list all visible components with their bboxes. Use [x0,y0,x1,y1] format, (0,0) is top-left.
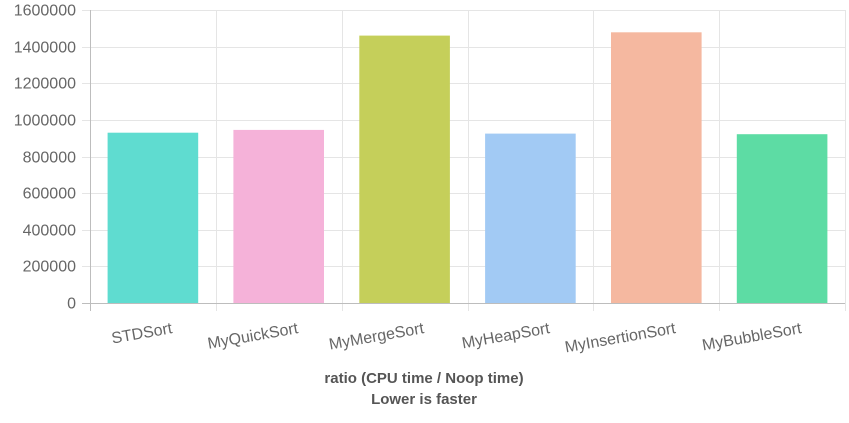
bar-mybubblesort [736,134,828,303]
y-tick-label: 1400000 [14,40,76,57]
y-tick-label: 1000000 [14,113,76,130]
x-axis-subtitle: Lower is faster [371,391,477,408]
grid-lines [82,10,846,311]
y-tick-label: 600000 [23,186,76,203]
y-tick-label: 1200000 [14,76,76,93]
y-tick-label: 0 [67,296,76,313]
x-tick-label: MyBubbleSort [701,320,803,354]
bar-myinsertionsort [611,32,702,304]
x-tick-label: MyQuickSort [206,320,300,353]
x-tick-label: STDSort [110,320,174,347]
x-tick-label: MyInsertionSort [564,320,678,356]
bar-myheapsort [485,133,576,303]
y-tick-label: 1600000 [14,3,76,20]
x-tick-labels: STDSort MyQuickSort MyMergeSort MyHeapSort M… [110,320,803,356]
axes [90,10,845,304]
bar-myquicksort [233,129,324,303]
y-tick-label: 800000 [23,150,76,167]
x-tick-label: MyHeapSort [461,320,552,352]
x-tick-label: MyMergeSort [328,320,426,354]
y-tick-label: 400000 [23,223,76,240]
y-tick-labels: 0 200000 400000 600000 800000 1000000 1200000 1… [14,3,76,313]
x-axis-title: ratio (CPU time / Noop time) [324,370,523,387]
y-tick-label: 200000 [23,259,76,276]
bar-stdsort [107,132,199,303]
bar-mymergesort [359,35,450,303]
bars [107,32,828,304]
